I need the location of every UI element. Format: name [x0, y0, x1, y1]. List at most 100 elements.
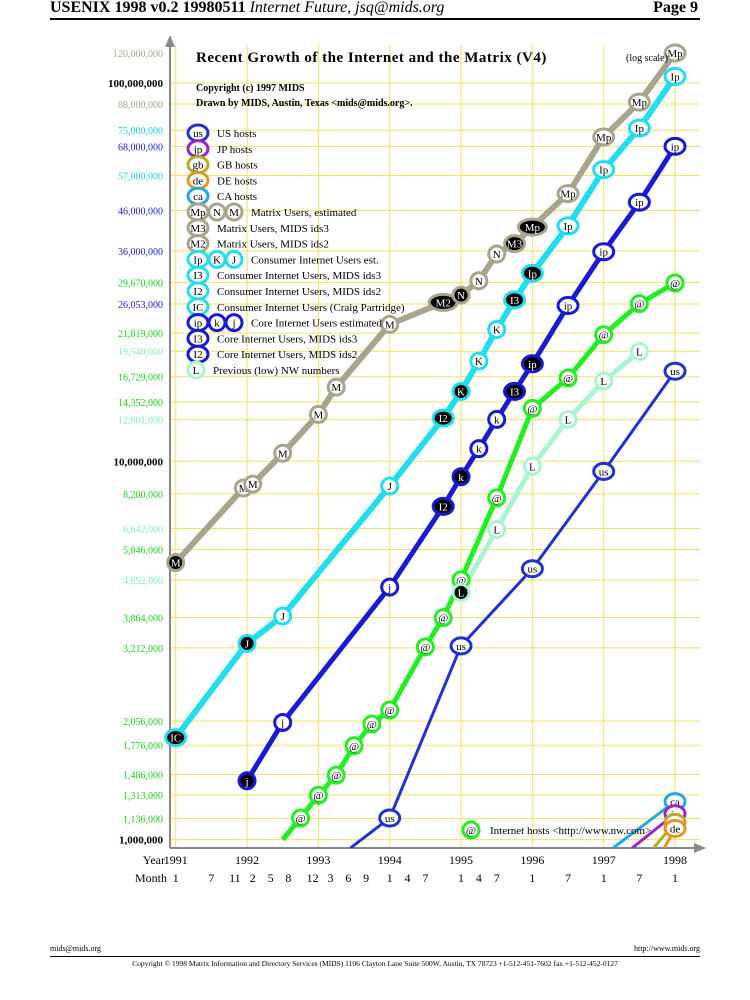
point-matrix: N	[451, 285, 471, 305]
legend-symbol: M	[224, 202, 244, 222]
marker-label: @	[295, 813, 305, 825]
marker-label: J	[245, 638, 250, 650]
point-matrix: M3	[503, 234, 527, 254]
marker-label: k	[458, 472, 464, 484]
marker-ring	[503, 290, 527, 310]
point-hosts: @	[308, 785, 328, 805]
marker-label: @	[385, 705, 395, 717]
marker-label: Ip	[193, 254, 203, 266]
y-tick-label: 1,136,000	[123, 815, 163, 826]
marker-ring	[451, 582, 471, 602]
marker-label: us	[527, 564, 537, 576]
marker-label: @	[466, 825, 476, 837]
x-month-label: 7	[208, 871, 214, 885]
marker-label: us	[385, 813, 395, 825]
point-de: de	[663, 818, 687, 838]
footer-email: mids@mids.org	[50, 944, 102, 953]
marker-label: j	[245, 776, 249, 788]
marker-ring	[665, 273, 685, 293]
x-month-label: 6	[345, 871, 351, 885]
marker-ring	[629, 294, 649, 314]
legend-symbol: k	[207, 313, 227, 333]
point-ip: J	[380, 476, 400, 496]
marker-label: @	[634, 299, 644, 311]
marker-ring	[663, 818, 687, 838]
legend-item: us US hosts	[186, 123, 256, 143]
x-month-title: Month	[135, 871, 167, 885]
point-core: I2	[431, 496, 455, 516]
marker-label: K	[475, 356, 483, 368]
marker-ring	[503, 381, 527, 401]
marker-label: L	[493, 525, 500, 537]
marker-ring	[273, 443, 293, 463]
point-hosts: @	[629, 294, 649, 314]
marker-label: @	[670, 278, 680, 290]
marker-label: Mp	[560, 189, 576, 201]
page-number: Page 9	[653, 0, 698, 16]
point-low: L	[451, 582, 471, 602]
point-low: L	[558, 409, 578, 429]
marker-ring	[592, 160, 616, 180]
marker-label: @	[349, 741, 359, 753]
marker-ring	[362, 714, 382, 734]
point-core: k	[487, 409, 507, 429]
marker-label: N	[475, 276, 483, 288]
y-tick-label: 120,000,000	[113, 49, 163, 60]
y-tick-label: 26,053,000	[118, 300, 163, 311]
x-month-label: 1	[672, 871, 678, 885]
marker-label: I3	[193, 270, 203, 282]
marker-ring	[224, 249, 244, 269]
marker-label: Mp	[667, 48, 683, 60]
point-matrix: M	[166, 553, 186, 573]
marker-label: M	[278, 448, 288, 460]
marker-label: L	[600, 376, 607, 388]
marker-ring	[629, 342, 649, 362]
y-tick-label: 46,000,000	[118, 207, 163, 218]
marker-ring	[627, 118, 651, 138]
legend-label: JP hosts	[217, 144, 252, 156]
marker-label: I3	[510, 386, 520, 398]
point-matrix: Mp	[592, 127, 616, 147]
marker-ring	[186, 360, 206, 380]
chart-title-suffix: (log scale)	[626, 53, 668, 64]
header-conference: USENIX 1998 v0.2 19980511	[50, 0, 246, 16]
x-year-label: 1991	[164, 853, 188, 867]
marker-label: @	[438, 613, 448, 625]
x-month-label: 3	[327, 871, 333, 885]
marker-label: j	[231, 318, 235, 330]
x-month-label: 1	[529, 871, 535, 885]
marker-ring	[520, 354, 544, 374]
chart-title: Recent Growth of the Internet and the Ma…	[196, 50, 547, 66]
legend-item: M3 Matrix Users, MIDS ids3	[186, 218, 329, 238]
point-ip: Ip	[520, 263, 544, 283]
point-ip: I3	[503, 290, 527, 310]
point-us: us	[378, 808, 402, 828]
legend-label: GB hosts	[217, 160, 258, 172]
marker-ring	[487, 488, 507, 508]
point-low: L	[629, 342, 649, 362]
y-tick-label: 19,540,000	[118, 347, 163, 358]
legend-symbol: M2	[186, 234, 210, 254]
marker-ring	[461, 820, 481, 840]
marker-label: M	[248, 479, 258, 491]
point-matrix: M	[273, 443, 293, 463]
point-hosts: @	[665, 273, 685, 293]
marker-label: @	[331, 770, 341, 782]
x-month-label: 7	[565, 871, 571, 885]
point-core: j	[273, 712, 293, 732]
x-year-label: 1995	[449, 853, 473, 867]
marker-ring	[503, 234, 527, 254]
point-hosts: @	[487, 488, 507, 508]
y-tick-label: 14,352,000	[118, 398, 163, 409]
marker-ring	[663, 43, 687, 63]
marker-ring	[663, 67, 687, 87]
marker-label: M	[239, 483, 249, 495]
marker-ring	[663, 136, 687, 156]
x-year-label: 1997	[592, 853, 616, 867]
marker-label: M2	[436, 297, 451, 309]
marker-ring	[520, 559, 544, 579]
point-hosts: @	[433, 608, 453, 628]
marker-ring	[273, 712, 293, 732]
x-month-label: 1	[173, 871, 179, 885]
